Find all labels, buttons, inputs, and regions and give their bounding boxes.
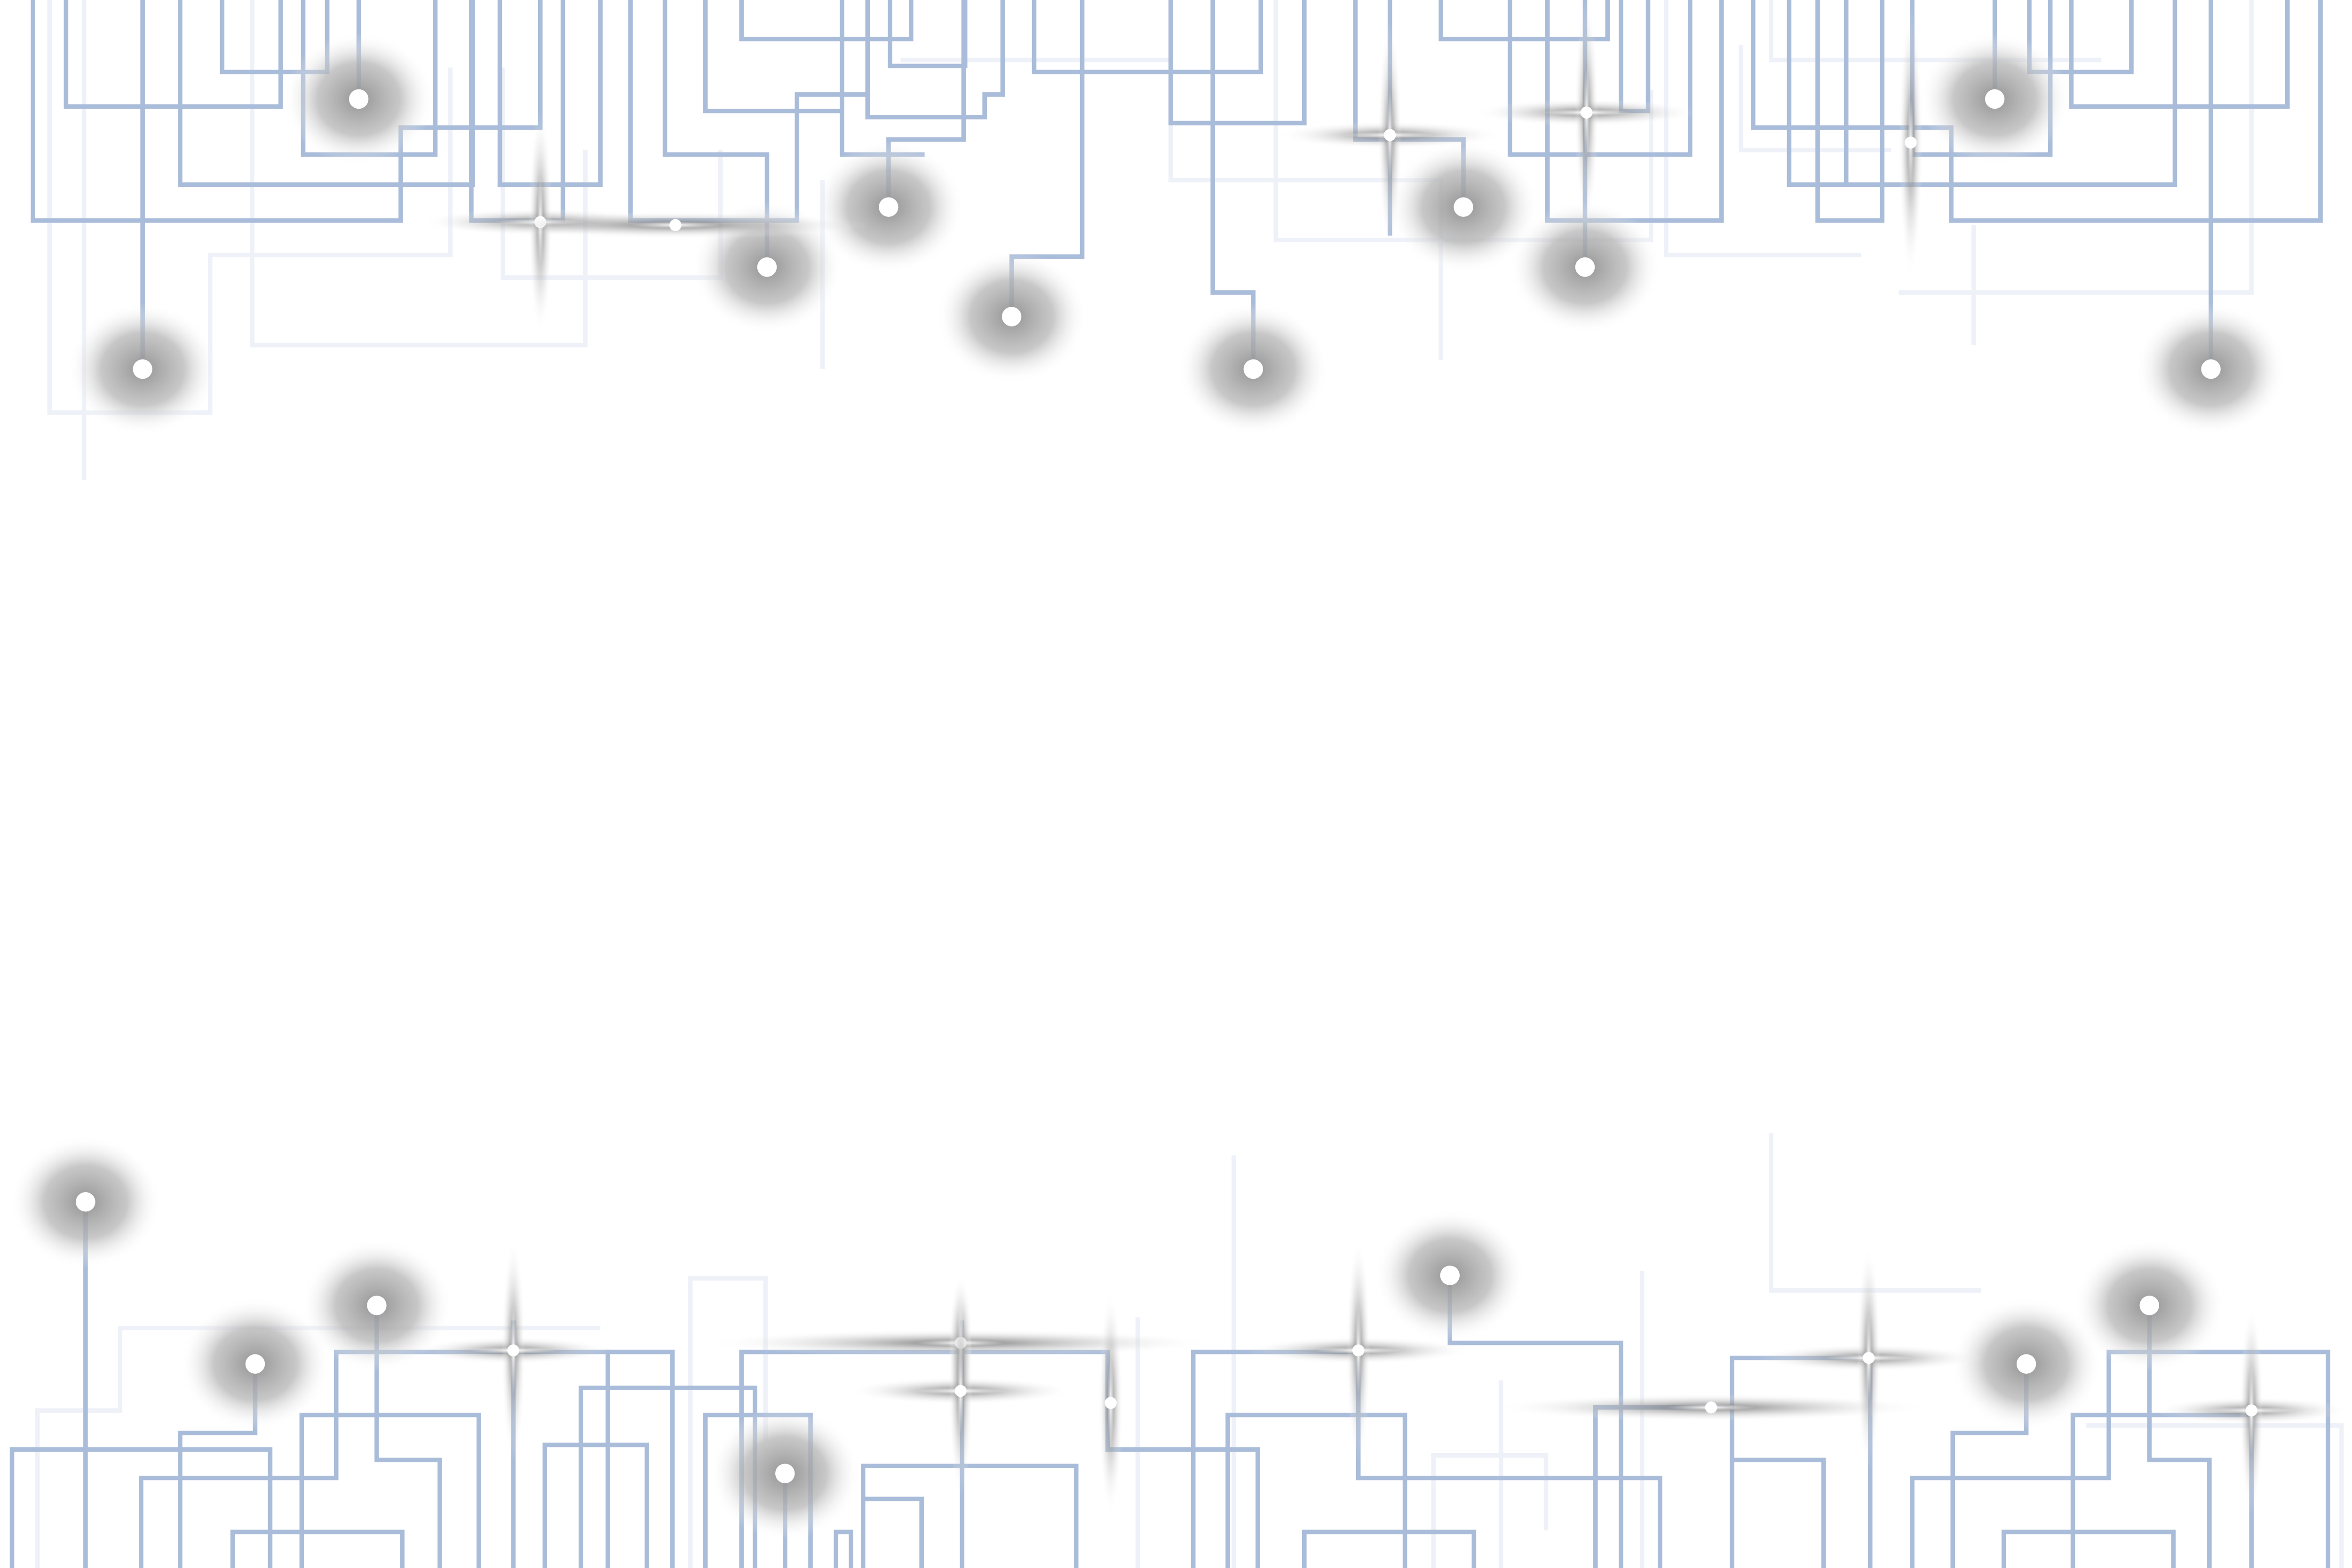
trace-line bbox=[2070, 1412, 2254, 1568]
trace-line bbox=[1302, 1529, 1477, 1568]
trace-line bbox=[834, 1529, 853, 1568]
trace-line bbox=[299, 1412, 481, 1568]
sparkle-icon bbox=[480, 211, 871, 239]
trace-line bbox=[1032, 0, 1263, 74]
circuit-node-icon bbox=[757, 257, 777, 277]
sparkle-icon bbox=[2153, 1305, 2349, 1516]
circuit-node-icon bbox=[245, 1354, 265, 1374]
circuit-node-icon bbox=[349, 89, 369, 109]
trace-line bbox=[1619, 0, 1651, 113]
trace-line bbox=[220, 0, 330, 74]
trace-line bbox=[1751, 0, 2323, 223]
circuit-node-icon bbox=[76, 1192, 95, 1212]
node-glows bbox=[10, 33, 2286, 1540]
trace-line bbox=[374, 1305, 442, 1568]
trace-line bbox=[2027, 0, 2134, 74]
circuit-node-icon bbox=[1243, 359, 1263, 379]
trace-line bbox=[1593, 1405, 1734, 1568]
trace-line bbox=[1815, 0, 1885, 223]
sparkles bbox=[415, 0, 2349, 1516]
trace-line bbox=[1225, 1412, 1407, 1568]
trace-line bbox=[865, 0, 1005, 119]
sparkle-icon bbox=[1098, 1290, 1123, 1516]
trace-line bbox=[1191, 1349, 1662, 1568]
trace-line bbox=[1732, 1457, 1826, 1568]
trace-line bbox=[739, 0, 914, 41]
sparkle-icon bbox=[1277, 22, 1503, 248]
circuit-nodes bbox=[76, 89, 2221, 1483]
trace-line bbox=[31, 0, 543, 223]
sparkle-icon bbox=[1246, 1238, 1471, 1463]
circuit-node-icon bbox=[1440, 1266, 1460, 1285]
trace-line bbox=[2001, 1529, 2176, 1568]
sparkle-icon bbox=[848, 1286, 1073, 1496]
circuit-node-icon bbox=[133, 359, 152, 379]
trace-line bbox=[230, 1529, 405, 1568]
trace-line bbox=[542, 1442, 650, 1568]
circuit-node-icon bbox=[1001, 307, 1022, 326]
sparkle-icon bbox=[415, 1238, 611, 1463]
trace-line bbox=[1168, 0, 1307, 126]
trace-line bbox=[860, 1464, 1079, 1568]
trace-line bbox=[2147, 1305, 2212, 1568]
trace-line bbox=[1787, 0, 2177, 187]
circuit-node-icon bbox=[775, 1464, 795, 1483]
circuit-traces bbox=[9, 0, 2330, 1568]
trace-line bbox=[605, 1349, 675, 1568]
trace-line bbox=[1730, 1355, 1873, 1568]
trace-line bbox=[9, 1447, 273, 1568]
sparkle-icon bbox=[1899, 7, 1923, 278]
circuit-node-icon bbox=[879, 197, 898, 217]
circuit-node-icon bbox=[2201, 359, 2221, 379]
trace-line bbox=[1438, 0, 1610, 41]
circuit-node-icon bbox=[1454, 197, 1473, 217]
sparkle-icon bbox=[1493, 1394, 1929, 1421]
trace-line bbox=[863, 1496, 924, 1568]
sparkle-icon bbox=[1756, 1245, 1981, 1471]
sparkle-icon bbox=[1474, 0, 1699, 225]
circuit-node-icon bbox=[2016, 1354, 2036, 1374]
trace-line bbox=[64, 0, 283, 109]
circuit-node-icon bbox=[1985, 89, 2005, 109]
trace-line bbox=[1508, 0, 1692, 157]
circuit-node-icon bbox=[1575, 257, 1595, 277]
circuit-node-icon bbox=[367, 1296, 387, 1315]
circuit-node-icon bbox=[2139, 1296, 2159, 1315]
trace-line bbox=[2069, 0, 2290, 109]
trace-line bbox=[888, 0, 968, 69]
